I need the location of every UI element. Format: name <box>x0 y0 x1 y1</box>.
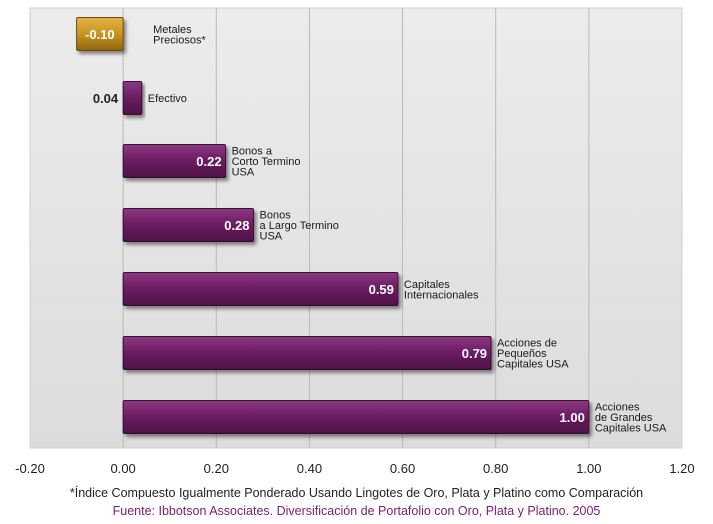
category-label-line: a Largo Termino <box>260 220 339 232</box>
bar <box>122 81 143 115</box>
x-tick-label: 0.60 <box>390 461 415 476</box>
bar <box>122 144 227 178</box>
category-label-line: Acciones <box>595 402 640 414</box>
x-tick-label: 0.20 <box>204 461 229 476</box>
bar <box>122 272 399 306</box>
x-tick-label: 1.00 <box>576 461 601 476</box>
category-label-line: Bonos a <box>232 146 273 158</box>
bar <box>122 400 590 434</box>
category-label-line: Preciosos* <box>153 34 206 46</box>
category-label-line: USA <box>232 167 255 179</box>
category-label: Metales Preciosos* <box>153 24 206 47</box>
bar-value-label: 0.59 <box>369 282 394 297</box>
category-label-line: Capitales <box>404 279 450 291</box>
source-note: Fuente: Ibbotson Associates. Diversifica… <box>112 504 601 518</box>
bar-value-label: -0.10 <box>85 27 115 42</box>
category-label-line: Pequeños <box>497 348 547 360</box>
category-label-line: Metales <box>153 24 192 36</box>
bar <box>122 336 492 370</box>
x-tick-label: 1.20 <box>669 461 694 476</box>
category-label-line: Capitales USA <box>595 423 667 435</box>
x-tick-label: 0.40 <box>297 461 322 476</box>
category-label-line: Acciones de <box>497 338 557 350</box>
category-label-line: Corto Termino <box>232 156 301 168</box>
bar-value-label: 0.22 <box>196 154 221 169</box>
bar-value-label: 0.04 <box>93 91 119 106</box>
category-label-line: USA <box>260 231 283 243</box>
category-label-line: de Grandes <box>595 412 653 424</box>
x-tick-label: 0.80 <box>483 461 508 476</box>
footnote: *Índice Compuesto Igualmente Ponderado U… <box>69 486 644 500</box>
bar-value-label: 0.28 <box>224 218 249 233</box>
category-label: Bonos a Largo Termino USA <box>260 210 339 243</box>
bar <box>76 17 124 51</box>
category-label: Acciones de Grandes Capitales USA <box>595 402 667 435</box>
x-tick-label: 0.00 <box>110 461 135 476</box>
category-label-line: Internacionales <box>404 289 479 301</box>
x-tick-label: -0.20 <box>15 461 45 476</box>
category-label: Capitales Internacionales <box>404 279 479 302</box>
category-label: Acciones de Pequeños Capitales USA <box>497 338 569 371</box>
bar <box>122 208 255 242</box>
bar-value-label: 0.79 <box>462 346 487 361</box>
category-label: Efectivo <box>148 93 187 105</box>
bar-chart: -0.20 0.00 0.20 0.40 0.60 0.80 1.00 1.20 -0.10 Me… <box>15 7 695 476</box>
category-label-line: Bonos <box>260 210 292 222</box>
category-label-line: Efectivo <box>148 93 187 105</box>
category-label: Bonos a Corto Termino USA <box>232 146 301 179</box>
category-label-line: Capitales USA <box>497 359 569 371</box>
bar-value-label: 1.00 <box>560 410 585 425</box>
